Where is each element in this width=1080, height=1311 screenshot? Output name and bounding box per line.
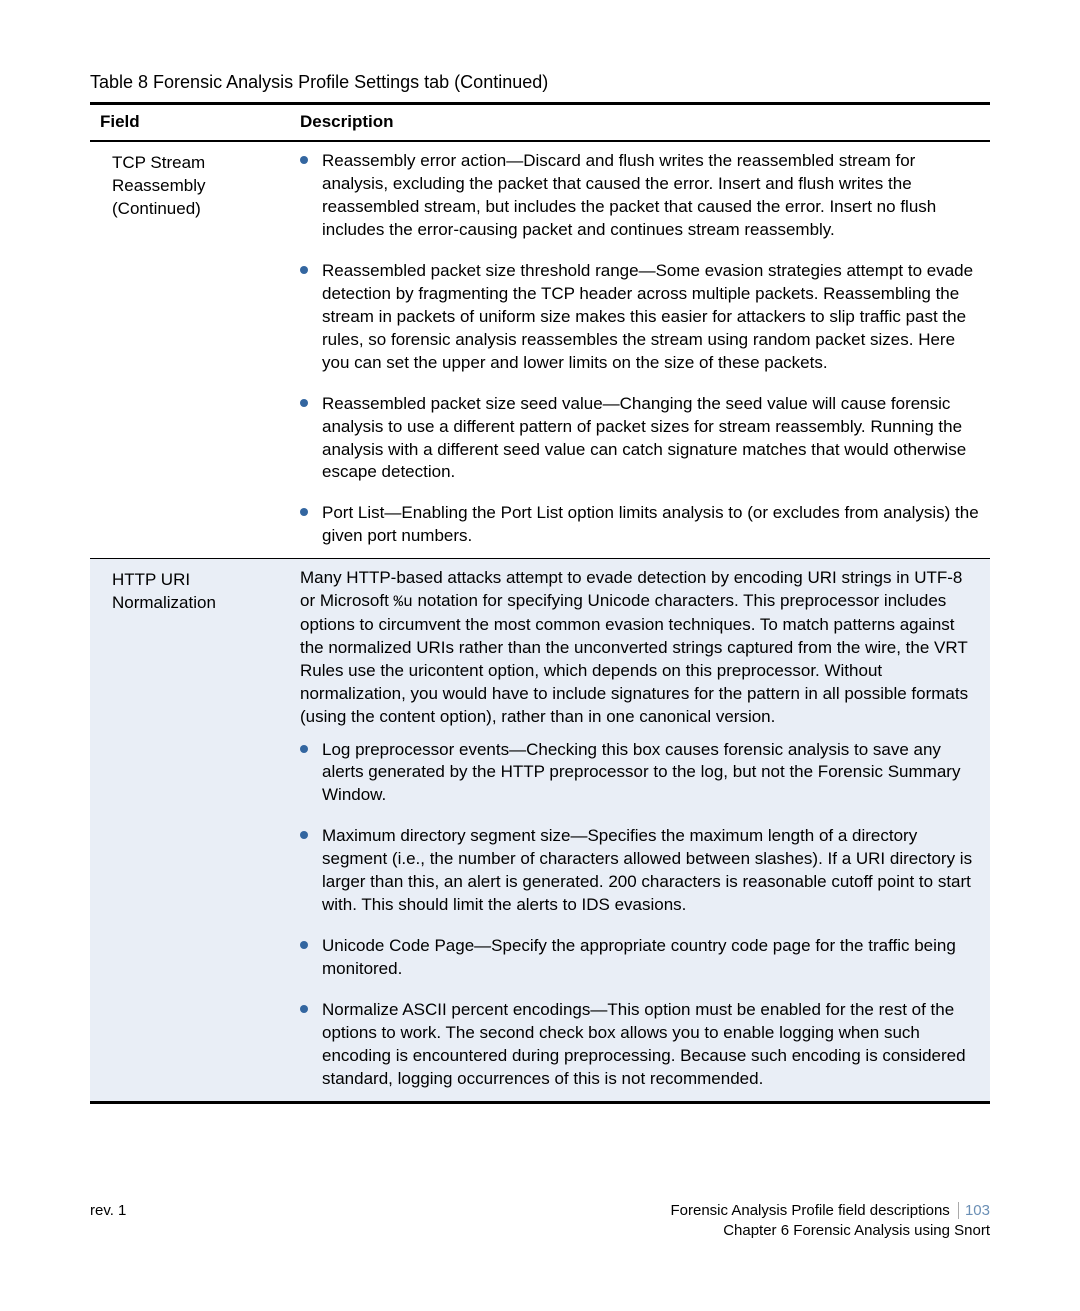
field-cell-http: HTTP URI Normalization [90,559,290,1102]
intro-mono: %u [394,593,413,611]
list-item: Maximum directory segment size—Specifies… [300,825,980,917]
page-footer: rev. 1 Forensic Analysis Profile field d… [90,1201,990,1242]
profile-settings-table: Field Description TCP Stream Reassembly … [90,102,990,1103]
footer-revision: rev. 1 [90,1201,126,1221]
footer-chapter: Chapter 6 Forensic Analysis using Snort [723,1222,990,1239]
table-header-row: Field Description [90,104,990,141]
bullet-list: Log preprocessor events—Checking this bo… [300,739,980,1091]
list-item: Unicode Code Page—Specify the appropriat… [300,935,980,981]
bullet-list: Reassembly error action—Discard and flus… [300,150,980,548]
http-intro-paragraph: Many HTTP-based attacks attempt to evade… [300,567,980,728]
list-item: Log preprocessor events—Checking this bo… [300,739,980,808]
column-header-description: Description [290,104,990,141]
table-row: TCP Stream Reassembly (Continued) Reasse… [90,141,990,559]
table-row: HTTP URI Normalization Many HTTP-based a… [90,559,990,1102]
field-cell-tcp: TCP Stream Reassembly (Continued) [90,141,290,559]
list-item: Reassembled packet size threshold range—… [300,260,980,375]
intro-post: notation for specifying Unicode characte… [300,591,968,725]
table-caption: Table 8 Forensic Analysis Profile Settin… [90,70,990,94]
list-item: Reassembled packet size seed value—Chang… [300,393,980,485]
list-item: Reassembly error action—Discard and flus… [300,150,980,242]
list-item: Normalize ASCII percent encodings—This o… [300,999,980,1091]
footer-page-number: 103 [958,1202,990,1219]
footer-section: Forensic Analysis Profile field descript… [671,1202,950,1219]
column-header-field: Field [90,104,290,141]
desc-cell-tcp: Reassembly error action—Discard and flus… [290,141,990,559]
list-item: Port List—Enabling the Port List option … [300,502,980,548]
desc-cell-http: Many HTTP-based attacks attempt to evade… [290,559,990,1102]
